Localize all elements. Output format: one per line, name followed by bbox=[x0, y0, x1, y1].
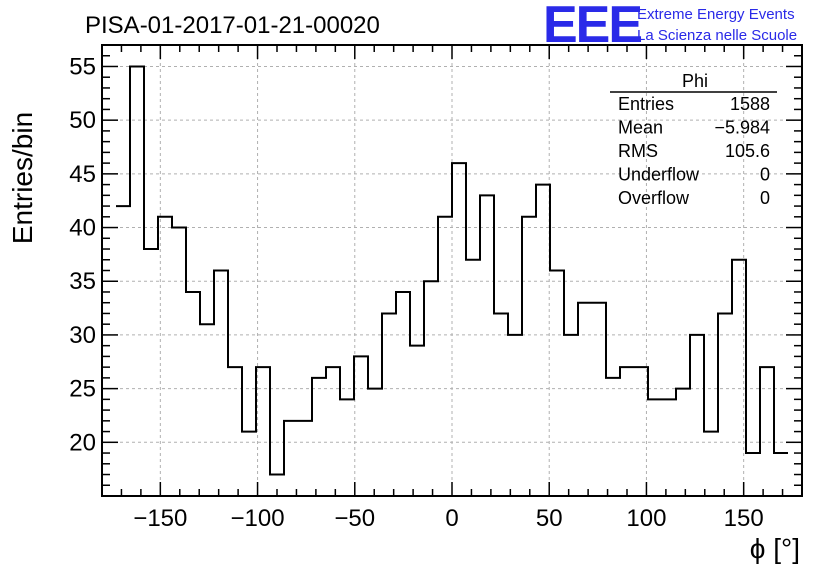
histogram-outline bbox=[116, 65, 788, 476]
histogram-bin bbox=[508, 335, 522, 496]
histogram-bin bbox=[172, 228, 186, 496]
x-tick-label: 0 bbox=[445, 505, 458, 532]
histogram-bin bbox=[606, 378, 620, 496]
histogram-bin bbox=[354, 356, 368, 496]
histogram-bin bbox=[620, 367, 634, 496]
histogram-bin bbox=[704, 432, 718, 496]
stats-row-value: 1588 bbox=[730, 94, 770, 114]
histogram-bin bbox=[158, 217, 172, 496]
x-tick-label: −150 bbox=[133, 505, 187, 532]
stats-row-value: 0 bbox=[760, 188, 770, 208]
y-tick-label: 25 bbox=[69, 376, 96, 403]
stats-row-label: Underflow bbox=[618, 165, 700, 185]
histogram-bin bbox=[340, 399, 354, 496]
histogram-bin bbox=[200, 324, 214, 496]
stats-row-label: Mean bbox=[618, 118, 663, 138]
histogram-bin bbox=[592, 303, 606, 496]
y-tick-label: 35 bbox=[69, 268, 96, 295]
logo-tagline-2: La Scienza nelle Scuole bbox=[637, 27, 797, 44]
y-tick-label: 50 bbox=[69, 107, 96, 134]
histogram-bin bbox=[634, 367, 648, 496]
histogram-bin bbox=[368, 389, 382, 496]
stats-row-value: −5.984 bbox=[714, 118, 770, 138]
histogram-bin bbox=[298, 421, 312, 496]
x-tick-label: −100 bbox=[231, 505, 285, 532]
x-tick-label: −50 bbox=[334, 505, 375, 532]
histogram-bin bbox=[550, 271, 564, 497]
histogram-bin bbox=[578, 303, 592, 496]
y-axis-label: Entries/bin bbox=[7, 112, 38, 244]
histogram-bin bbox=[522, 217, 536, 496]
histogram-bin bbox=[494, 313, 508, 496]
y-tick-label: 30 bbox=[69, 322, 96, 349]
histogram-bin bbox=[452, 163, 466, 496]
histogram-bin bbox=[242, 432, 256, 496]
histogram-bin bbox=[410, 346, 424, 496]
histogram-bin bbox=[480, 195, 494, 496]
stats-row-value: 0 bbox=[760, 165, 770, 185]
histogram-bin bbox=[270, 475, 284, 496]
histogram-bin bbox=[438, 217, 452, 496]
stats-rows: Entries 1588 Mean −5.984 RMS 105.6 Underflow 0 O… bbox=[618, 94, 770, 208]
histogram-bin bbox=[564, 335, 578, 496]
histogram-bin bbox=[760, 367, 774, 496]
histogram-bin bbox=[396, 292, 410, 496]
y-tick-label: 40 bbox=[69, 215, 96, 242]
histogram-bin bbox=[746, 453, 760, 496]
stats-box: Phi Entries 1588 Mean −5.984 RMS 105.6 Underfl… bbox=[610, 71, 777, 208]
histogram-bin bbox=[186, 292, 200, 496]
x-tick-label: 100 bbox=[626, 505, 666, 532]
histogram-bin bbox=[732, 260, 746, 496]
histogram-bin bbox=[130, 66, 144, 496]
histogram-bin bbox=[284, 421, 298, 496]
axis-ticks: −150 −100 −50 0 50 100 150 20 25 30 35 40 45 50 55 bbox=[69, 44, 803, 532]
histogram-bin bbox=[662, 399, 676, 496]
y-tick-label: 55 bbox=[69, 53, 96, 80]
stats-row-label: RMS bbox=[618, 141, 658, 161]
x-tick-label: 50 bbox=[536, 505, 563, 532]
histogram-bin bbox=[690, 335, 704, 496]
y-tick-label: 45 bbox=[69, 161, 96, 188]
stats-box-name: Phi bbox=[682, 71, 708, 91]
histogram-bin bbox=[466, 260, 480, 496]
y-tick-label: 20 bbox=[69, 429, 96, 456]
x-axis-label: ϕ [°] bbox=[750, 533, 800, 564]
histogram-bin bbox=[424, 281, 438, 496]
stats-row-value: 105.6 bbox=[725, 141, 770, 161]
logo-tagline-1: Extreme Energy Events bbox=[637, 6, 795, 23]
chart-title: PISA-01-2017-01-21-00020 bbox=[85, 12, 380, 39]
histogram-bin bbox=[536, 185, 550, 496]
histogram-bin bbox=[718, 313, 732, 496]
histogram-bin bbox=[676, 389, 690, 496]
stats-row-label: Entries bbox=[618, 94, 674, 114]
x-tick-label: 150 bbox=[724, 505, 764, 532]
histogram-bin bbox=[214, 271, 228, 497]
histogram-bin bbox=[116, 206, 130, 496]
histogram-bin bbox=[648, 399, 662, 496]
histogram-bin bbox=[228, 367, 242, 496]
stats-row-label: Overflow bbox=[618, 188, 690, 208]
histogram-bin bbox=[382, 313, 396, 496]
histogram-bin bbox=[312, 378, 326, 496]
histogram-bin bbox=[256, 367, 270, 496]
histogram-bin bbox=[144, 249, 158, 496]
histogram-bin bbox=[326, 367, 340, 496]
histogram-bin bbox=[774, 453, 788, 496]
